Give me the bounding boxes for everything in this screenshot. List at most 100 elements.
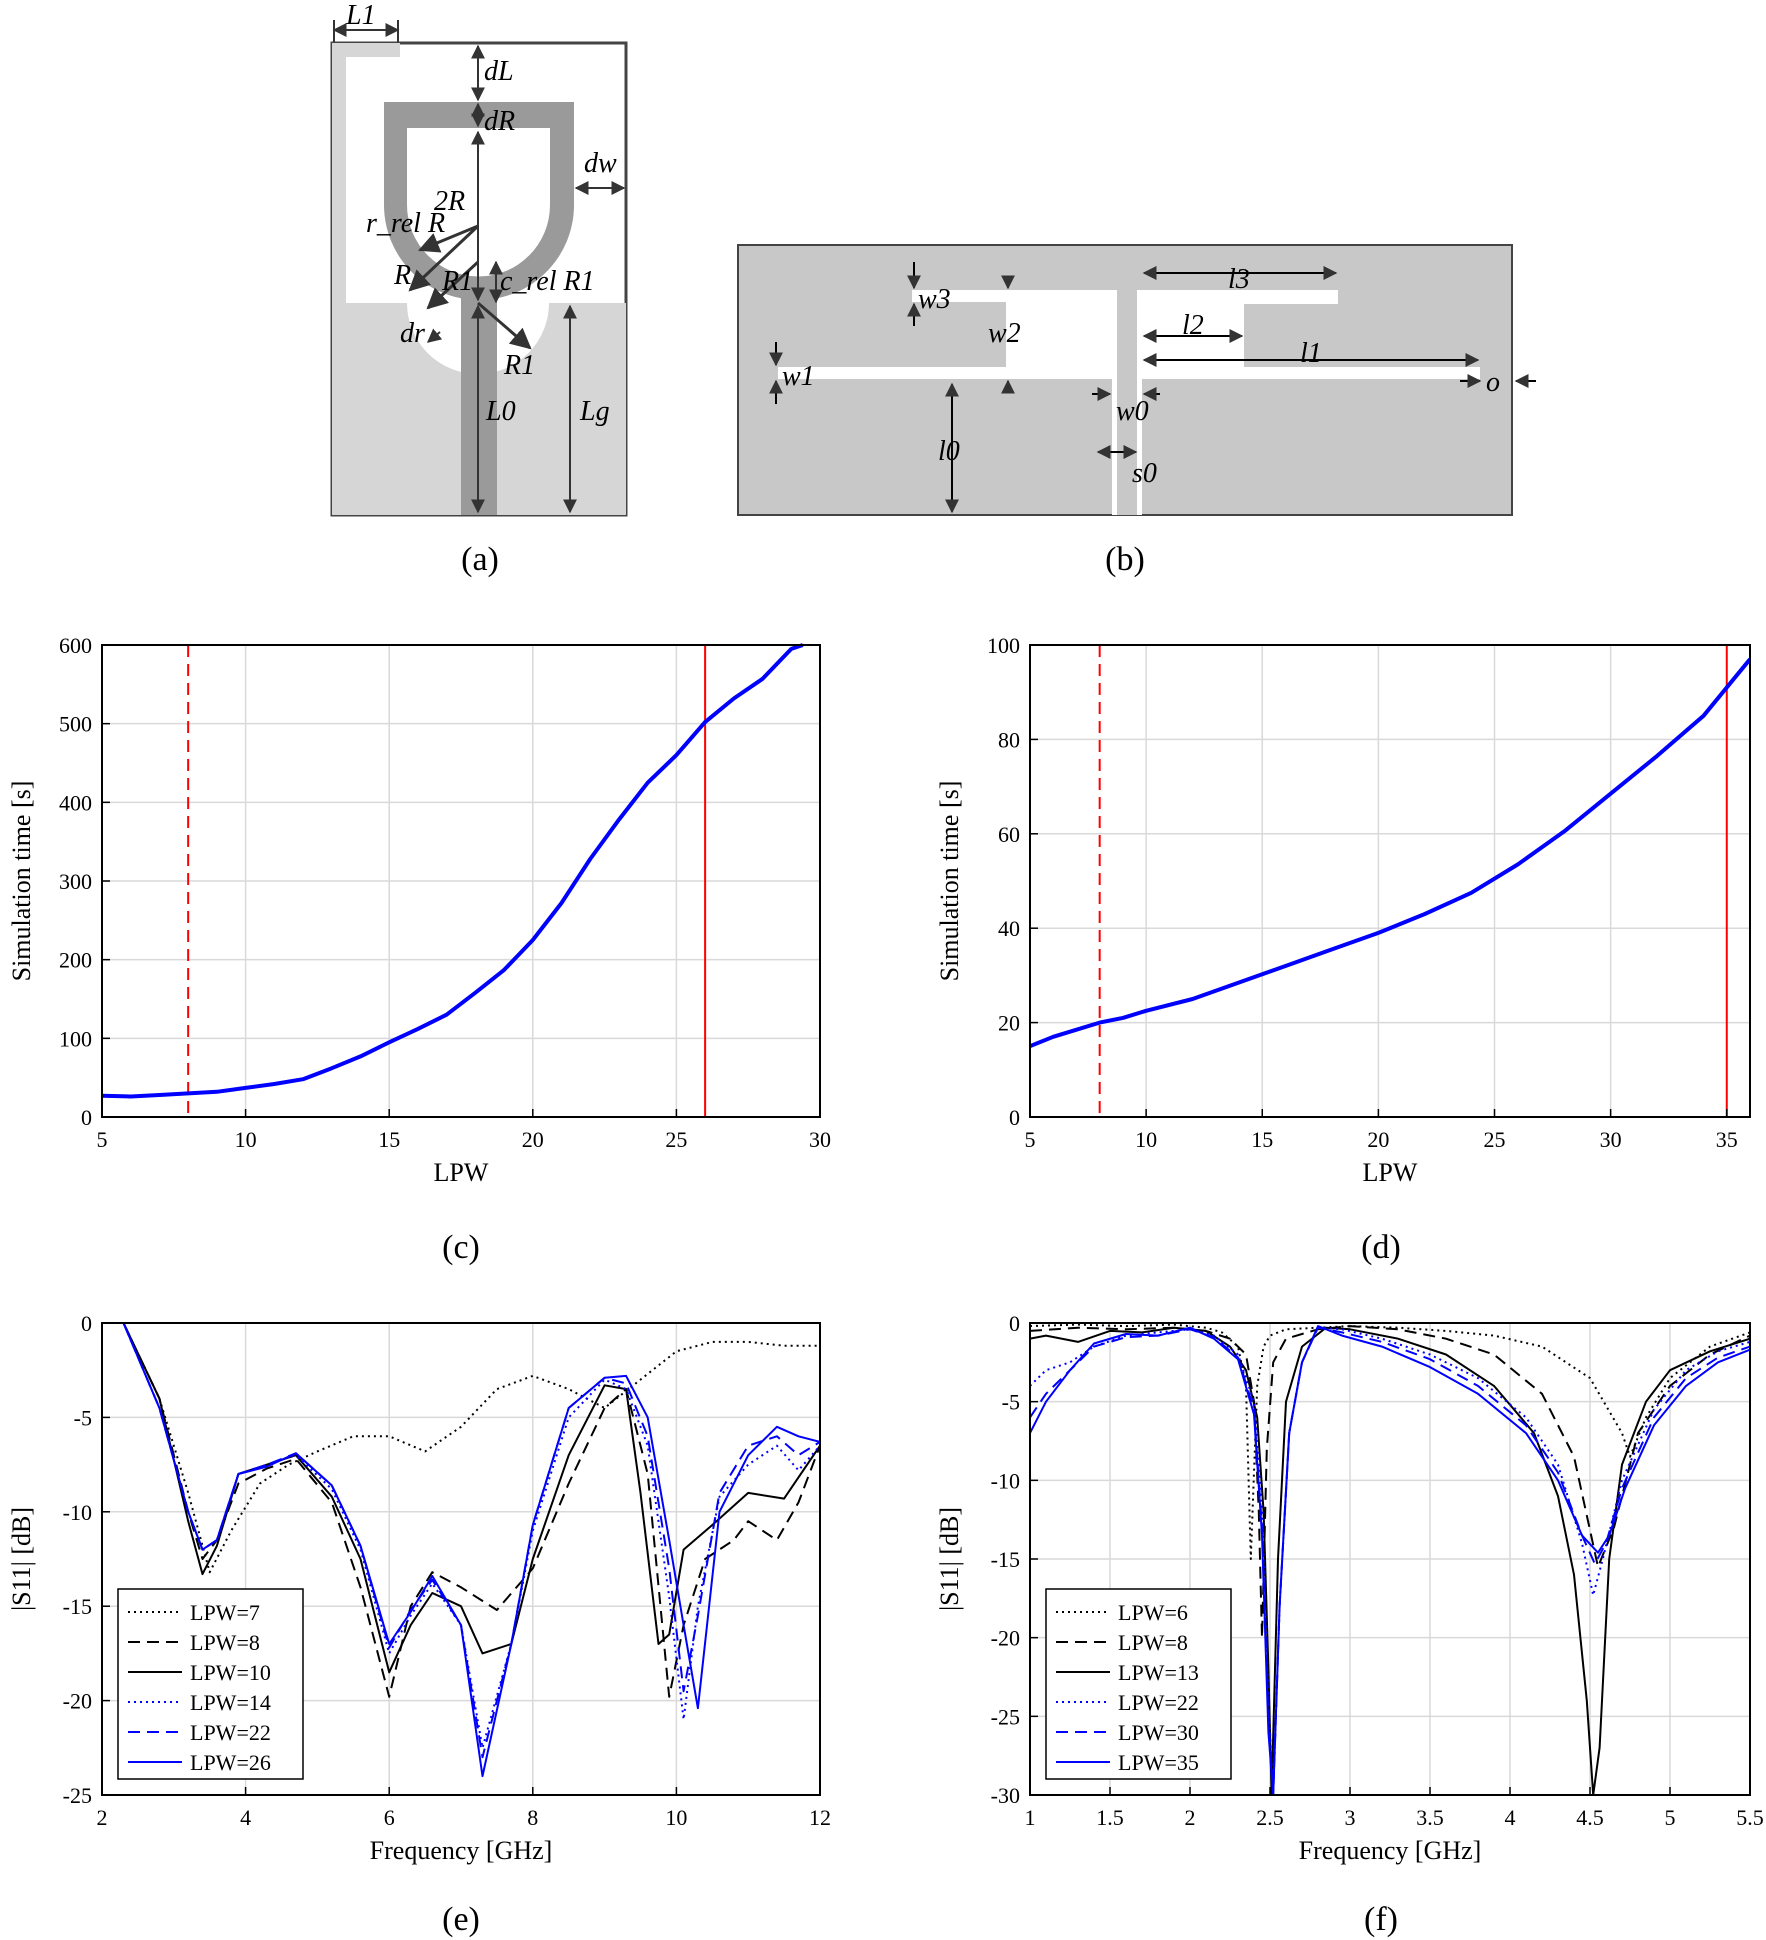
chart-e: 2 4 6 8 10 12 0 -5 -10 -15 -20 -25 Frequency [GHz] |S… xyxy=(7,1311,831,1865)
x-tick-label: 2.5 xyxy=(1256,1805,1284,1830)
y-tick-label: 60 xyxy=(998,822,1020,847)
y-tick-label: -20 xyxy=(991,1626,1020,1651)
y-tick-label: 400 xyxy=(59,790,92,815)
x-tick-label: 10 xyxy=(665,1805,687,1830)
x-tick-label: 10 xyxy=(1135,1127,1157,1152)
y-tick-label: 300 xyxy=(59,869,92,894)
x-tick-label: 15 xyxy=(1251,1127,1273,1152)
y-tick-label: 40 xyxy=(998,916,1020,941)
x-axis-label: LPW xyxy=(434,1158,489,1187)
legend-box xyxy=(117,1588,304,1780)
series-line-0 xyxy=(102,643,804,1099)
x-axis-label: LPW xyxy=(1363,1158,1418,1187)
label-l1: l1 xyxy=(1300,338,1322,369)
x-tick-label: 20 xyxy=(1367,1127,1389,1152)
label-crelR1: c_rel R1 xyxy=(500,266,595,297)
panel-label-b: (b) xyxy=(1105,541,1145,578)
y-tick-label: -20 xyxy=(63,1689,92,1714)
y-tick-label: -10 xyxy=(991,1468,1020,1493)
x-axis-label: Frequency [GHz] xyxy=(370,1836,553,1865)
series-line-lpw-8 xyxy=(122,1322,820,1698)
y-tick-label: -15 xyxy=(991,1547,1020,1572)
x-tick-label: 3 xyxy=(1345,1805,1356,1830)
y-tick-label: 0 xyxy=(1009,1311,1020,1336)
x-tick-label: 5 xyxy=(1665,1805,1676,1830)
series-line-lpw-26 xyxy=(122,1322,820,1778)
y-tick-label: 500 xyxy=(59,712,92,737)
legend-entry: LPW=22 xyxy=(190,1720,271,1745)
y-tick-label: -15 xyxy=(63,1594,92,1619)
y-tick-label: 0 xyxy=(81,1105,92,1130)
series-line-lpw-22 xyxy=(122,1322,820,1759)
panel-label-a: (a) xyxy=(461,541,499,578)
series-line-lpw-35 xyxy=(1030,1325,1750,1796)
legend-entry: LPW=26 xyxy=(190,1750,271,1775)
label-R1-inner: R1 xyxy=(441,266,473,297)
y-tick-label: 20 xyxy=(998,1011,1020,1036)
legend-entry: LPW=10 xyxy=(190,1660,271,1685)
y-tick-label: 100 xyxy=(59,1026,92,1051)
label-Lg: Lg xyxy=(579,396,610,427)
y-tick-label: -25 xyxy=(63,1783,92,1808)
y-tick-label: 600 xyxy=(59,633,92,658)
panel-label-d: (d) xyxy=(1361,1229,1401,1266)
label-L1: L1 xyxy=(345,0,376,31)
y-tick-label: 100 xyxy=(987,633,1020,658)
y-tick-label: 80 xyxy=(998,727,1020,752)
x-tick-label: 20 xyxy=(522,1127,544,1152)
series-line-0 xyxy=(1030,657,1750,1049)
y-tick-label: 0 xyxy=(1009,1105,1020,1130)
series-line-lpw-7 xyxy=(122,1322,820,1574)
legend-entry: LPW=22 xyxy=(1118,1690,1199,1715)
x-tick-label: 4.5 xyxy=(1576,1805,1604,1830)
legend-entry: LPW=6 xyxy=(1118,1600,1188,1625)
y-axis-label: Simulation time [s] xyxy=(935,781,964,982)
label-dr: dr xyxy=(400,318,425,349)
x-axis-label: Frequency [GHz] xyxy=(1299,1836,1482,1865)
label-w0: w0 xyxy=(1116,396,1149,427)
series-line-lpw-8 xyxy=(1030,1325,1750,1639)
label-rrelR: r_rel R xyxy=(366,208,445,239)
legend-entry: LPW=13 xyxy=(1118,1660,1199,1685)
x-tick-label: 2 xyxy=(1185,1805,1196,1830)
y-tick-label: -10 xyxy=(63,1500,92,1525)
y-tick-label: -5 xyxy=(74,1405,92,1430)
legend-entry: LPW=8 xyxy=(190,1630,260,1655)
label-R: R xyxy=(393,260,411,291)
x-tick-label: 8 xyxy=(527,1805,538,1830)
chart-d: 5 10 15 20 25 30 35 0 20 40 60 80 100 LPW Simulation t… xyxy=(935,633,1751,1187)
y-axis-label: |S11| [dB] xyxy=(935,1507,964,1611)
x-tick-label: 1 xyxy=(1025,1805,1036,1830)
x-tick-label: 2 xyxy=(97,1805,108,1830)
label-l2: l2 xyxy=(1182,310,1204,341)
label-l3: l3 xyxy=(1228,264,1250,295)
x-tick-label: 10 xyxy=(235,1127,257,1152)
label-R1-outer: R1 xyxy=(503,350,535,381)
x-tick-label: 4 xyxy=(1505,1805,1516,1830)
legend-entry: LPW=7 xyxy=(190,1600,260,1625)
x-tick-label: 35 xyxy=(1716,1127,1738,1152)
label-l0: l0 xyxy=(938,436,960,467)
x-tick-label: 5 xyxy=(1025,1127,1036,1152)
chart-f: 1 1.5 2 2.5 3 3.5 4 4.5 5 5.5 0 -5 -10 -15 -20 -25 -30 Fr… xyxy=(935,1311,1764,1865)
legend-box xyxy=(1045,1588,1232,1780)
legend-entry: LPW=8 xyxy=(1118,1630,1188,1655)
panel-label-f: (f) xyxy=(1364,1901,1398,1938)
y-tick-label: 200 xyxy=(59,948,92,973)
panel-label-e: (e) xyxy=(442,1901,480,1938)
label-dL: dL xyxy=(484,56,514,87)
y-axis-label: |S11| [dB] xyxy=(7,1507,36,1611)
legend: LPW=6 LPW=8 LPW=13 LPW=22 LPW=30 LPW=35 xyxy=(1045,1588,1232,1780)
y-tick-label: -30 xyxy=(991,1783,1020,1808)
x-tick-label: 5 xyxy=(97,1127,108,1152)
label-L0: L0 xyxy=(485,396,516,427)
x-tick-label: 4 xyxy=(240,1805,251,1830)
label-dw: dw xyxy=(584,148,617,179)
label-dR: dR xyxy=(484,106,515,137)
legend-entry: LPW=14 xyxy=(190,1690,271,1715)
chart-c: 5 10 15 20 25 300100200300400500600LPWSimulat… xyxy=(7,633,831,1187)
y-tick-label: -5 xyxy=(1002,1390,1020,1415)
panel-label-c: (c) xyxy=(442,1229,480,1266)
label-2R: 2R xyxy=(434,186,465,217)
